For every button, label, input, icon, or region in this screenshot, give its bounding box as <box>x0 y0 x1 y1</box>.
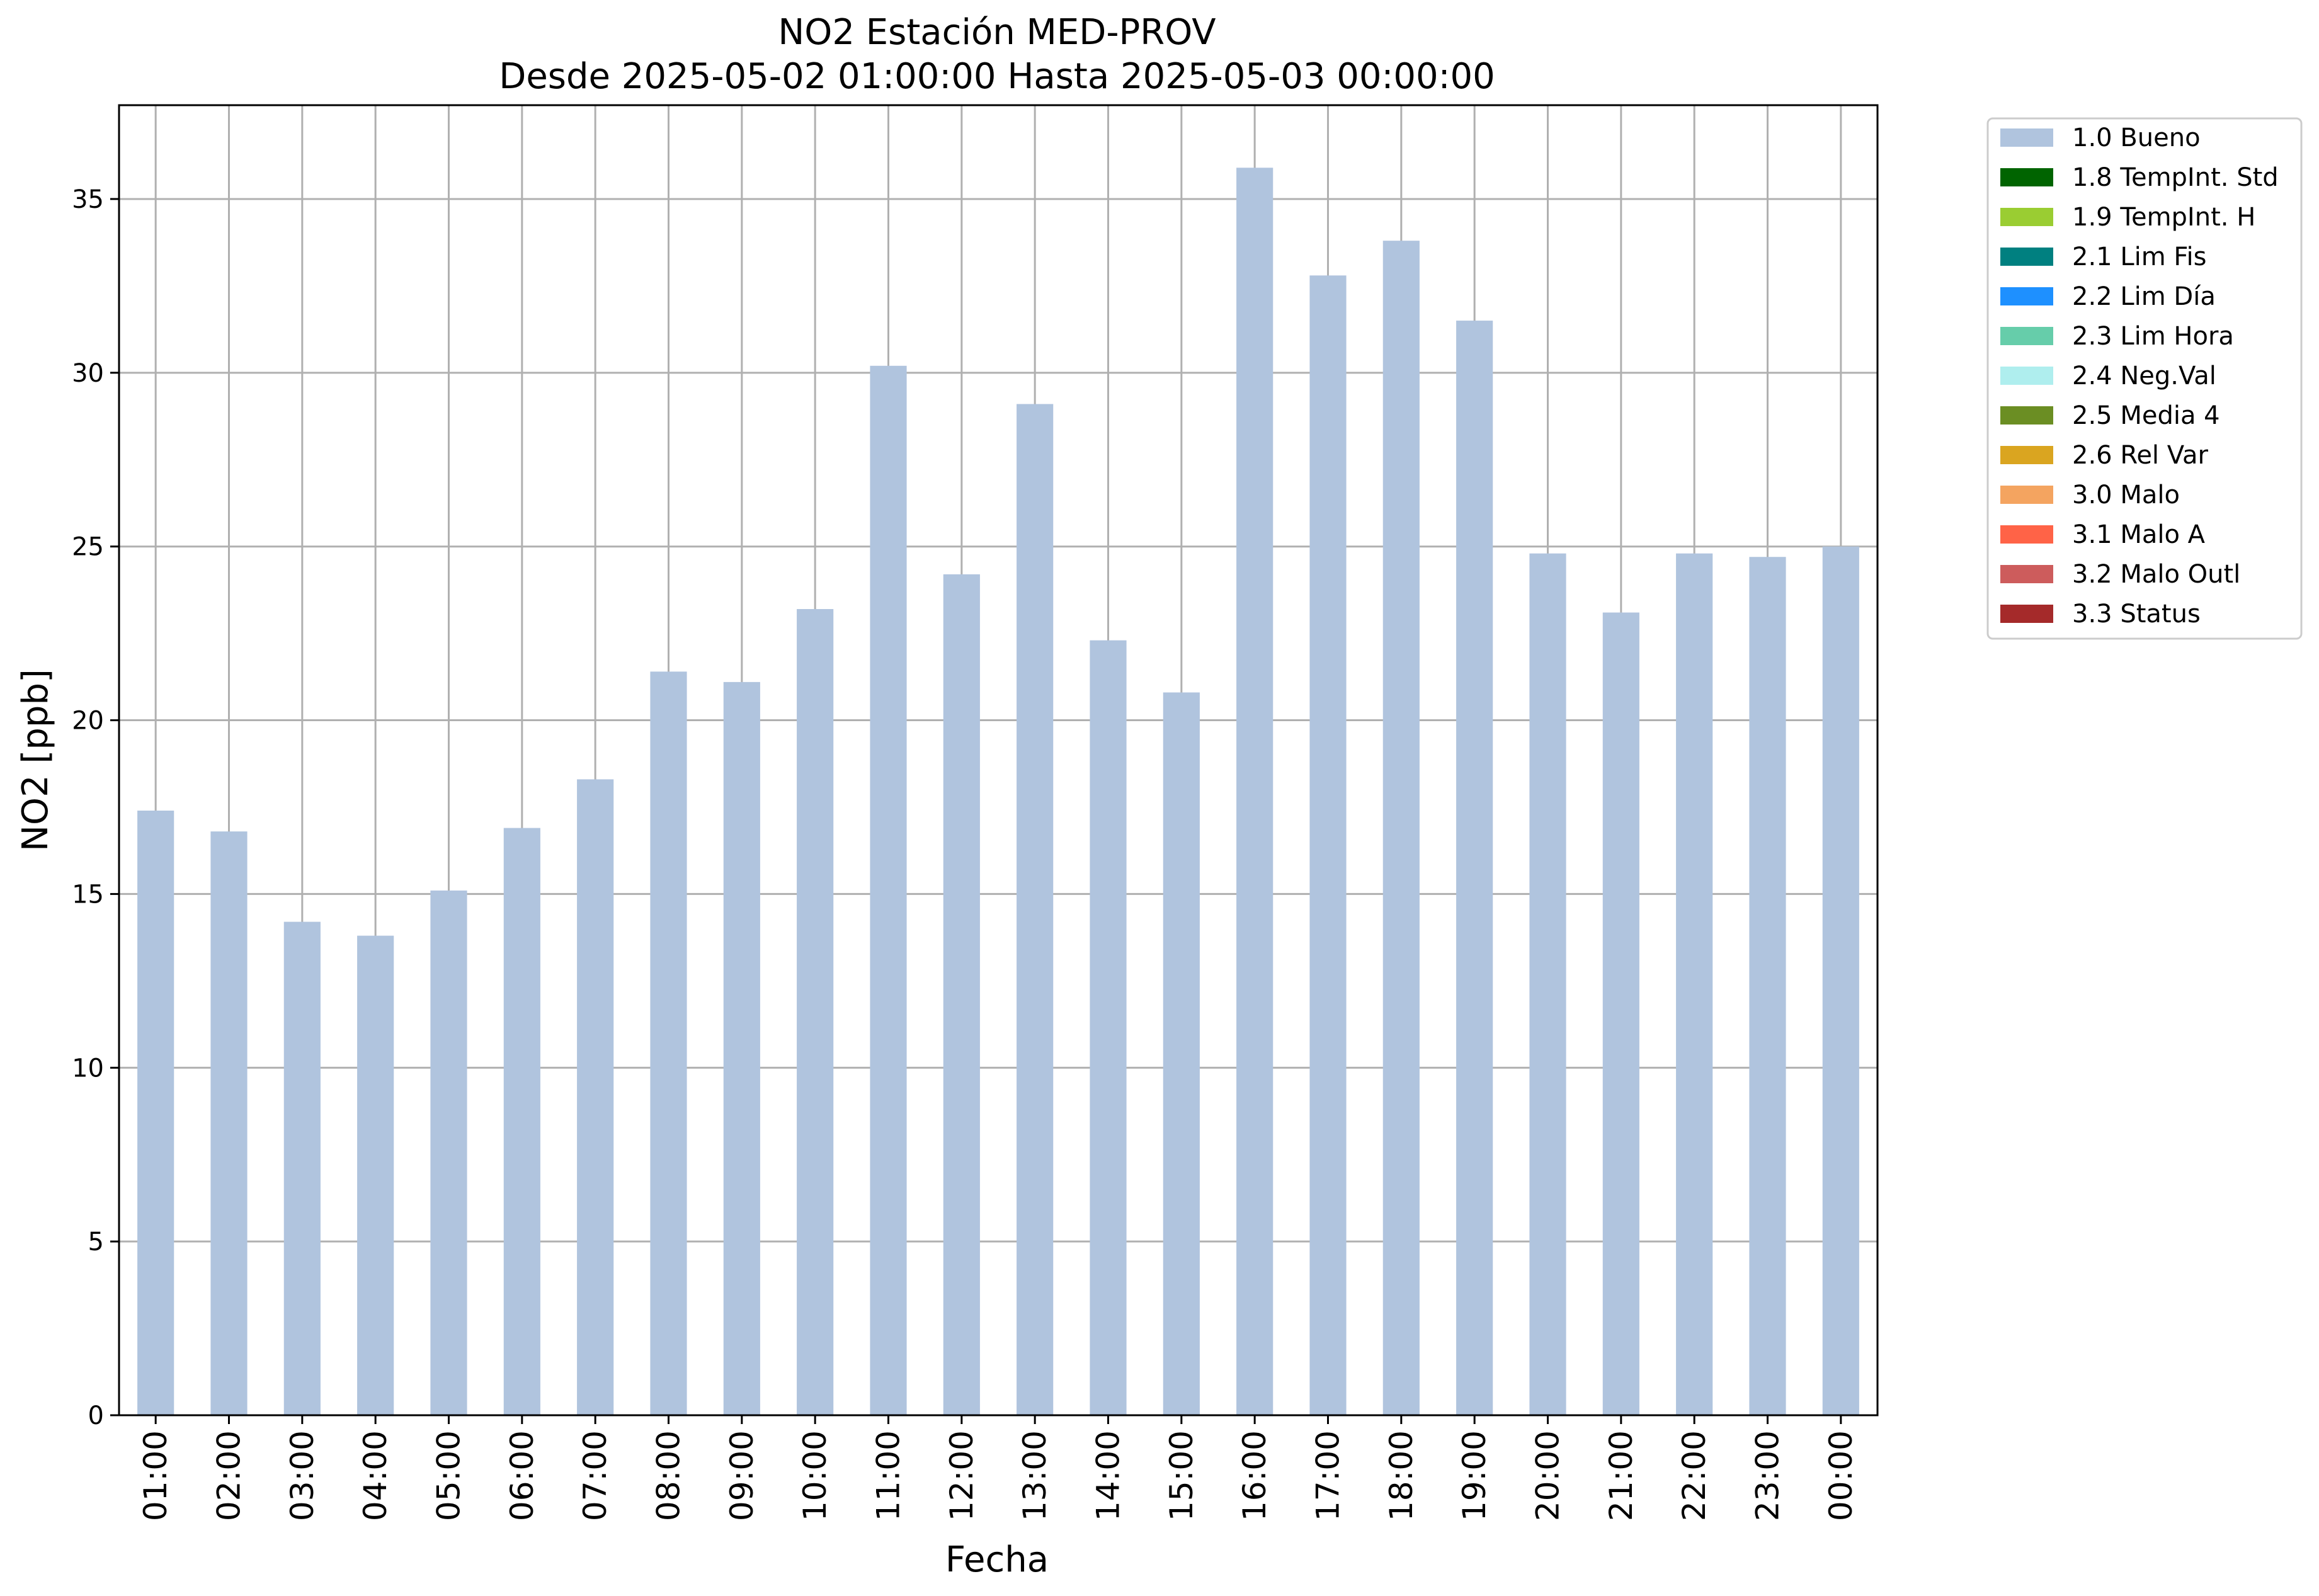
y-tick-label: 5 <box>88 1228 104 1257</box>
legend-label: 3.3 Status <box>2072 600 2201 629</box>
bar <box>210 831 248 1415</box>
x-axis-label: Fecha <box>945 1539 1049 1580</box>
legend-label: 2.5 Media 4 <box>2072 401 2220 430</box>
x-tick-label: 18:00 <box>1383 1430 1420 1521</box>
x-tick-label: 17:00 <box>1310 1430 1347 1521</box>
bar <box>1017 404 1054 1415</box>
bar <box>1822 546 1859 1415</box>
bar <box>1456 321 1493 1415</box>
chart-subtitle: Desde 2025-05-02 01:00:00 Hasta 2025-05-… <box>499 56 1495 97</box>
legend-swatch <box>2000 208 2053 226</box>
legend-label: 1.8 TempInt. Std <box>2072 163 2279 192</box>
x-tick-label: 08:00 <box>651 1430 687 1521</box>
bar <box>1676 553 1713 1415</box>
legend-label: 2.2 Lim Día <box>2072 282 2216 311</box>
y-tick-label: 25 <box>72 533 104 562</box>
bar <box>723 681 760 1415</box>
legend-swatch <box>2000 168 2053 186</box>
bar <box>1163 692 1200 1415</box>
y-tick-label: 0 <box>88 1401 104 1430</box>
legend-swatch <box>2000 605 2053 623</box>
bars <box>137 168 1859 1416</box>
bar <box>503 828 540 1415</box>
y-axis-ticks: 0 5 10 15 20 25 30 35 <box>72 185 119 1430</box>
bar <box>1749 557 1786 1415</box>
x-tick-label: 03:00 <box>284 1430 321 1521</box>
x-tick-label: 01:00 <box>137 1430 174 1521</box>
x-axis-ticks: 01:00 02:00 03:00 04:00 05:00 06:00 07:00 08:00… <box>137 1415 1859 1521</box>
x-tick-label: 04:00 <box>357 1430 394 1521</box>
x-tick-label: 07:00 <box>577 1430 613 1521</box>
x-tick-label: 12:00 <box>943 1430 980 1521</box>
x-tick-label: 21:00 <box>1603 1430 1639 1521</box>
legend: 1.0 Bueno 1.8 TempInt. Std 1.9 TempInt. H 2… <box>1986 117 2303 640</box>
bar <box>137 811 174 1415</box>
legend-swatch <box>2000 486 2053 504</box>
bar <box>1090 640 1127 1415</box>
y-axis-label: NO2 [ppb] <box>15 669 56 852</box>
legend-label: 2.4 Neg.Val <box>2072 362 2216 390</box>
x-tick-label: 20:00 <box>1530 1430 1566 1521</box>
legend-swatch <box>2000 367 2053 385</box>
x-tick-label: 05:00 <box>431 1430 467 1521</box>
bar <box>943 574 980 1415</box>
y-tick-label: 35 <box>72 185 104 214</box>
legend-swatch <box>2000 287 2053 305</box>
legend-label: 3.1 Malo A <box>2072 520 2206 549</box>
legend-swatch <box>2000 128 2053 147</box>
x-tick-label: 16:00 <box>1236 1430 1273 1521</box>
y-tick-label: 20 <box>72 707 104 736</box>
y-tick-label: 30 <box>72 359 104 388</box>
x-tick-label: 09:00 <box>724 1430 760 1521</box>
bar <box>577 779 614 1415</box>
legend-swatch <box>2000 327 2053 345</box>
legend-swatch <box>2000 248 2053 266</box>
plot-frame <box>118 104 1879 1416</box>
bar <box>1309 275 1347 1415</box>
bar <box>357 935 394 1415</box>
legend-swatch <box>2000 525 2053 544</box>
legend-label: 2.1 Lim Fis <box>2072 242 2206 271</box>
legend-label: 3.0 Malo <box>2072 481 2180 510</box>
legend-swatch <box>2000 406 2053 425</box>
bar <box>797 609 834 1415</box>
bar <box>1602 612 1639 1415</box>
x-tick-label: 10:00 <box>797 1430 833 1521</box>
y-tick-label: 15 <box>72 880 104 909</box>
legend-swatch <box>2000 446 2053 464</box>
legend-label: 2.6 Rel Var <box>2072 441 2209 470</box>
x-tick-label: 13:00 <box>1017 1430 1053 1521</box>
x-tick-label: 22:00 <box>1676 1430 1712 1521</box>
bar <box>650 671 687 1415</box>
bar <box>1529 553 1566 1415</box>
legend-swatch <box>2000 565 2053 583</box>
legend-label: 1.0 Bueno <box>2072 123 2201 152</box>
bar <box>870 365 907 1415</box>
x-tick-label: 11:00 <box>870 1430 907 1521</box>
bar <box>430 890 467 1415</box>
y-tick-label: 10 <box>72 1054 104 1083</box>
legend-label: 1.9 TempInt. H <box>2072 203 2255 232</box>
bar <box>1236 168 1273 1416</box>
legend-label: 3.2 Malo Outl <box>2072 560 2240 589</box>
x-tick-label: 15:00 <box>1163 1430 1200 1521</box>
x-tick-label: 14:00 <box>1090 1430 1127 1521</box>
x-tick-label: 02:00 <box>211 1430 248 1521</box>
chart-title: NO2 Estación MED-PROV <box>778 12 1216 53</box>
legend-frame <box>1986 117 2303 640</box>
legend-label: 2.3 Lim Hora <box>2072 322 2234 351</box>
x-tick-label: 19:00 <box>1456 1430 1493 1521</box>
bar <box>283 921 321 1415</box>
x-tick-label: 06:00 <box>504 1430 540 1521</box>
x-tick-label: 23:00 <box>1750 1430 1786 1521</box>
bar <box>1382 241 1420 1416</box>
x-tick-label: 00:00 <box>1823 1430 1859 1521</box>
